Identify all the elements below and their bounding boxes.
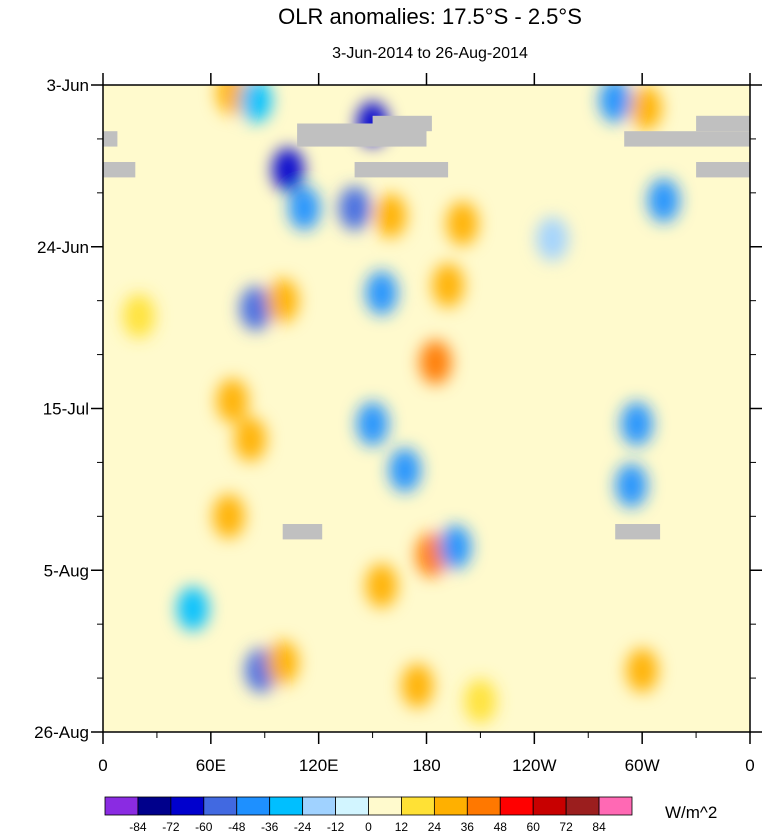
colorbar-tick-label: 36	[461, 820, 475, 834]
missing-data-region	[354, 162, 449, 178]
colorbar-tick-label: -24	[294, 820, 312, 834]
colorbar-tick-label: 24	[428, 820, 442, 834]
anomaly-feature	[620, 401, 653, 446]
colorbar-tick-label: 48	[494, 820, 508, 834]
anomaly-feature	[216, 378, 249, 423]
anomaly-feature	[272, 147, 305, 192]
anomaly-feature	[212, 494, 245, 539]
y-tick-label: 3-Jun	[46, 76, 89, 95]
anomaly-feature	[239, 286, 272, 331]
colorbar-tick-label: -84	[129, 820, 147, 834]
colorbar-tick-label: 0	[365, 820, 372, 834]
y-tick-label: 15-Jul	[43, 400, 89, 419]
colorbar-swatch	[565, 796, 600, 816]
anomaly-feature	[446, 201, 479, 246]
colorbar-tick-label: 60	[527, 820, 541, 834]
units-label: W/m^2	[665, 803, 717, 822]
missing-data-region	[103, 162, 136, 178]
colorbar-tick-label: -12	[327, 820, 345, 834]
anomaly-feature	[365, 563, 398, 608]
x-tick-label: 120E	[299, 756, 339, 775]
colorbar-tick-label: -72	[162, 820, 180, 834]
colorbar-tick-label: 12	[395, 820, 409, 834]
y-tick-label: 24-Jun	[37, 238, 89, 257]
anomaly-feature	[629, 86, 662, 131]
colorbar-swatch	[433, 796, 468, 816]
missing-data-region	[615, 524, 661, 540]
colorbar-swatch	[269, 796, 304, 816]
colorbar-swatch	[598, 796, 633, 816]
x-tick-label: 180	[412, 756, 440, 775]
missing-data-region	[624, 131, 750, 147]
missing-data-layer	[103, 115, 750, 540]
colorbar-tick-label: 72	[559, 820, 573, 834]
x-tick-label: 60W	[625, 756, 660, 775]
missing-data-region	[103, 131, 118, 147]
anomaly-field	[122, 85, 680, 724]
anomaly-feature	[401, 663, 434, 708]
anomaly-feature	[626, 648, 659, 693]
anomaly-feature	[419, 340, 452, 385]
colorbar-swatch	[368, 796, 402, 816]
colorbar-swatch	[236, 796, 271, 816]
anomaly-feature	[266, 278, 299, 323]
colorbar-swatch	[466, 796, 501, 816]
anomaly-feature	[432, 263, 465, 308]
anomaly-feature	[266, 640, 299, 685]
missing-data-region	[372, 115, 432, 132]
anomaly-feature	[599, 85, 632, 123]
anomaly-feature	[338, 186, 371, 231]
colorbar-swatch	[170, 796, 205, 816]
x-tick-label: 0	[98, 756, 107, 775]
anomaly-feature	[388, 448, 421, 493]
anomaly-feature	[234, 417, 267, 462]
colorbar-swatch	[499, 796, 534, 816]
colorbar-tick-label: -36	[261, 820, 279, 834]
chart-subtitle: 3-Jun-2014 to 26-Aug-2014	[332, 45, 528, 62]
y-tick-label: 26-Aug	[34, 723, 89, 742]
anomaly-feature	[439, 525, 472, 570]
colorbar-swatch	[335, 796, 369, 816]
colorbar-swatch	[532, 796, 567, 816]
anomaly-feature	[464, 679, 497, 724]
missing-data-region	[696, 115, 750, 132]
plot-area	[103, 85, 750, 732]
colorbar-tick-label: -60	[195, 820, 213, 834]
chart-title: OLR anomalies: 17.5°S - 2.5°S	[278, 4, 582, 29]
x-tick-label: 60E	[196, 756, 226, 775]
anomaly-feature	[288, 186, 321, 231]
missing-data-region	[696, 162, 750, 178]
x-tick-label: 120W	[512, 756, 556, 775]
anomaly-feature	[122, 294, 155, 339]
anomaly-feature	[239, 85, 272, 123]
colorbar-swatch	[401, 796, 435, 816]
y-tick-label: 5-Aug	[44, 561, 89, 580]
colorbar: -84 -72 -60 -48 -36 -24 -12 0 12 24 36 48 60 72 84	[104, 796, 633, 834]
colorbar-swatch	[104, 796, 139, 816]
colorbar-tick-label: -48	[228, 820, 246, 834]
anomaly-feature	[615, 463, 648, 508]
colorbar-swatch	[302, 796, 336, 816]
anomaly-feature	[176, 586, 209, 631]
anomaly-feature	[216, 85, 249, 115]
colorbar-tick-label: 84	[592, 820, 606, 834]
anomaly-feature	[356, 401, 389, 446]
plot-background	[103, 85, 750, 732]
anomaly-feature	[365, 271, 398, 315]
axes: 0 60E 120E 180 120W 60W 0 3-Jun 24-Jun 15-Jul 5-Au…	[34, 73, 762, 775]
colorbar-swatch	[137, 796, 172, 816]
missing-data-region	[282, 524, 323, 540]
anomaly-feature	[536, 217, 569, 261]
anomaly-feature	[647, 178, 680, 223]
x-tick-label: 0	[745, 756, 754, 775]
colorbar-swatch	[203, 796, 238, 816]
anomaly-feature	[374, 193, 407, 238]
